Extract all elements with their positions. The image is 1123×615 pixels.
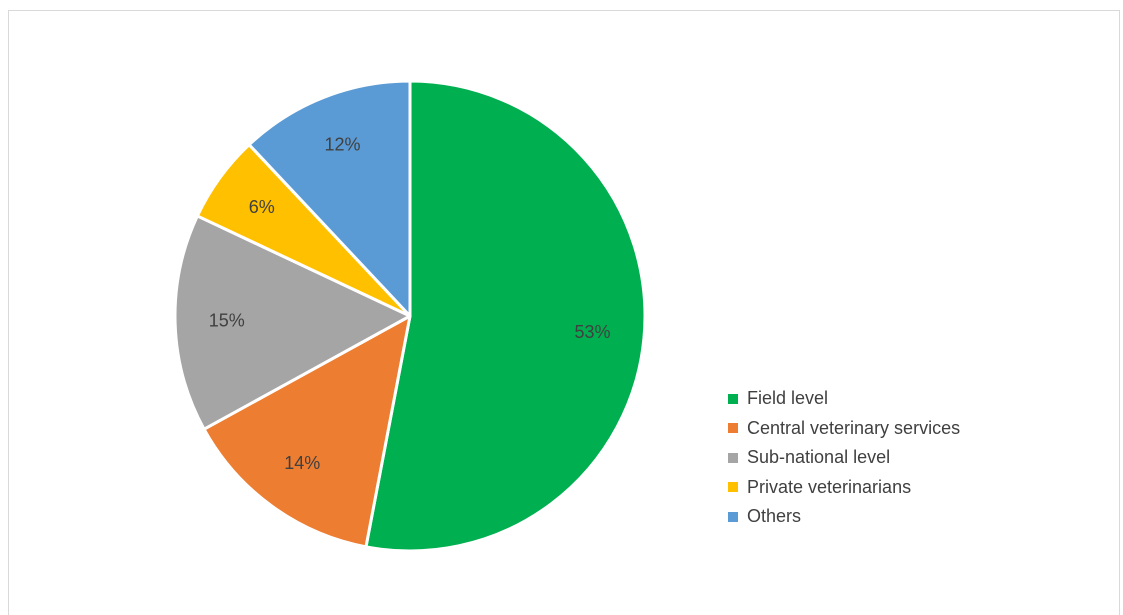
data-label-others: 12% xyxy=(324,134,360,154)
legend-swatch xyxy=(728,393,738,404)
legend-item-sub-national-level: Sub-national level xyxy=(728,443,960,473)
legend-item-others: Others xyxy=(728,502,960,532)
legend-swatch xyxy=(728,423,738,434)
legend-swatch xyxy=(728,511,738,522)
pie-slice-field-level xyxy=(364,79,647,553)
legend-swatch xyxy=(728,452,738,463)
legend-label: Central veterinary services xyxy=(747,417,961,438)
pie-slice-sub-national-level xyxy=(173,214,412,431)
data-label-private-veterinarians: 6% xyxy=(249,197,275,217)
legend-item-private-veterinarians: Private veterinarians xyxy=(728,473,960,503)
pie-slice-others xyxy=(247,79,412,318)
legend-item-field-level: Field level xyxy=(728,384,960,414)
legend-label: Sub-national level xyxy=(747,447,891,468)
legend-label: Others xyxy=(747,506,802,527)
chart-legend: Field level Central veterinary services Su… xyxy=(728,384,960,532)
data-label-sub-national-level: 15% xyxy=(209,311,245,331)
data-label-field-level: 53% xyxy=(574,322,610,342)
pie-slices xyxy=(173,79,647,553)
pie-slice-central-veterinary-services xyxy=(202,314,412,549)
pie-data-labels: 53% 14% 15% 6% 12% xyxy=(209,134,611,473)
legend-label: Private veterinarians xyxy=(747,476,912,497)
legend-swatch xyxy=(728,482,738,493)
data-label-central-veterinary-services: 14% xyxy=(284,453,320,473)
legend-label: Field level xyxy=(747,388,829,409)
legend-item-central-veterinary-services: Central veterinary services xyxy=(728,414,960,444)
